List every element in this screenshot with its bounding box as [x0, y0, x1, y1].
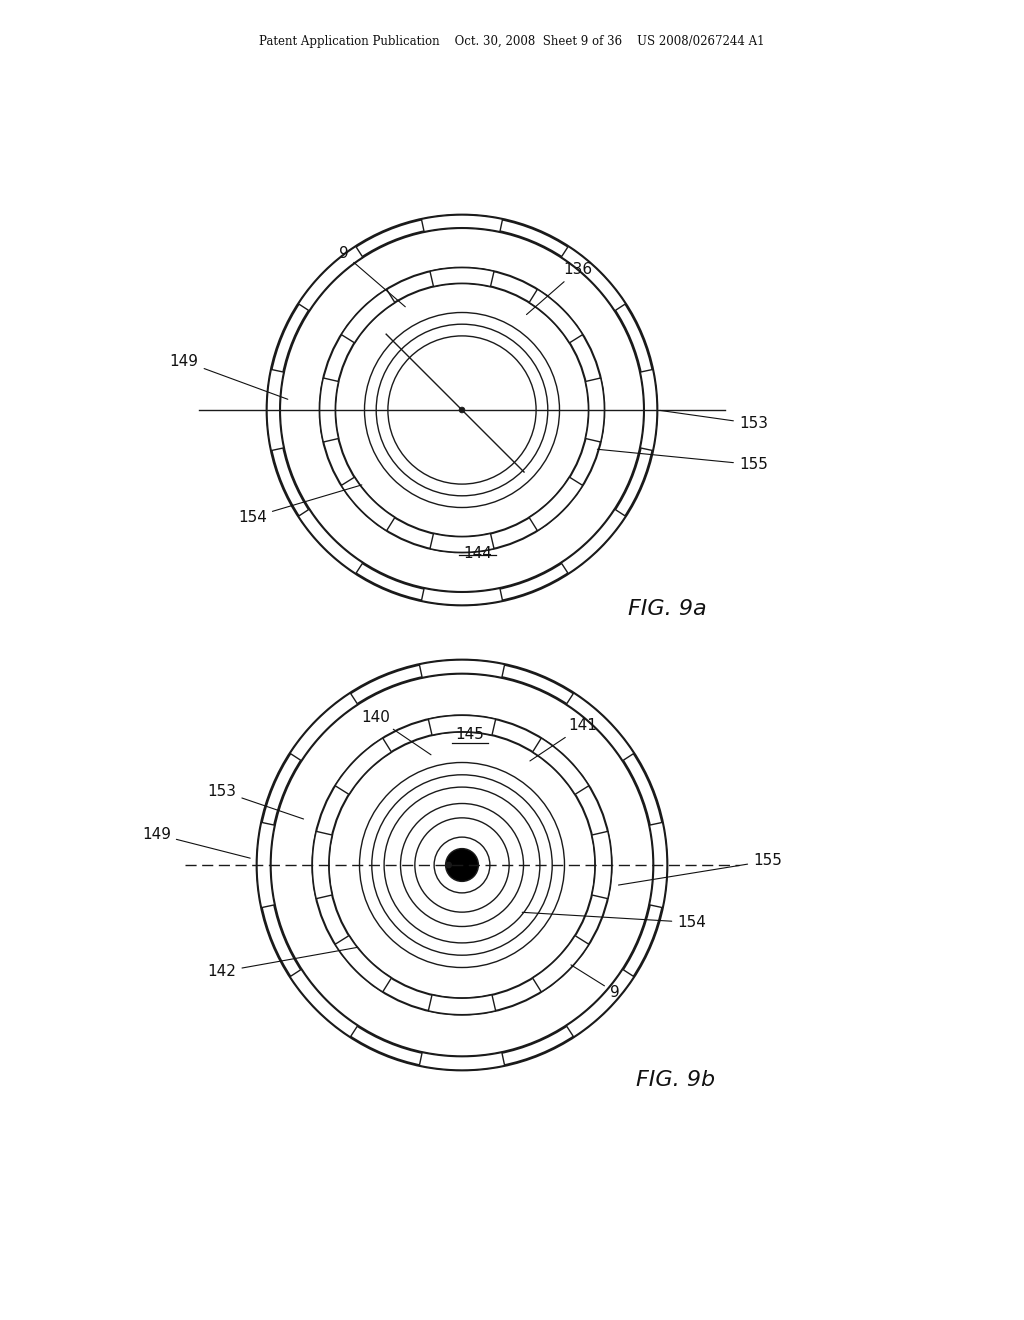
Text: 155: 155	[618, 854, 782, 884]
Polygon shape	[566, 969, 634, 1038]
Polygon shape	[312, 832, 332, 899]
Polygon shape	[298, 510, 362, 574]
Polygon shape	[586, 378, 604, 442]
Text: 136: 136	[526, 263, 593, 314]
Circle shape	[446, 862, 452, 867]
Polygon shape	[532, 936, 589, 991]
Polygon shape	[267, 370, 284, 450]
Polygon shape	[430, 533, 494, 552]
Polygon shape	[649, 822, 667, 908]
Polygon shape	[335, 738, 391, 795]
Text: 9: 9	[571, 965, 620, 999]
Polygon shape	[561, 510, 626, 574]
Text: 153: 153	[659, 411, 768, 432]
Polygon shape	[290, 693, 357, 760]
Polygon shape	[428, 995, 496, 1015]
Text: 149: 149	[142, 826, 250, 858]
Text: FIG. 9a: FIG. 9a	[628, 599, 707, 619]
Text: 141: 141	[529, 718, 597, 760]
Circle shape	[459, 407, 465, 413]
Text: 155: 155	[597, 449, 768, 473]
Polygon shape	[529, 477, 583, 531]
Polygon shape	[561, 247, 626, 310]
Polygon shape	[422, 589, 503, 605]
Circle shape	[445, 849, 478, 882]
Polygon shape	[341, 477, 395, 531]
Polygon shape	[640, 370, 657, 450]
Polygon shape	[592, 832, 611, 899]
Text: 153: 153	[208, 784, 303, 818]
Polygon shape	[430, 268, 494, 286]
Text: 145: 145	[456, 727, 484, 742]
Text: 9: 9	[339, 247, 406, 306]
Text: 154: 154	[239, 484, 361, 525]
Text: FIG. 9b: FIG. 9b	[636, 1071, 716, 1090]
Text: 149: 149	[170, 354, 288, 399]
Polygon shape	[422, 215, 503, 231]
Polygon shape	[532, 738, 589, 795]
Polygon shape	[529, 289, 583, 343]
Polygon shape	[290, 969, 357, 1038]
Text: 144: 144	[463, 546, 493, 561]
Text: Patent Application Publication    Oct. 30, 2008  Sheet 9 of 36    US 2008/026724: Patent Application Publication Oct. 30, …	[259, 36, 765, 48]
Text: 140: 140	[361, 710, 431, 755]
Text: 154: 154	[522, 912, 707, 929]
Polygon shape	[335, 936, 391, 991]
Polygon shape	[298, 247, 362, 310]
Polygon shape	[420, 660, 505, 677]
Polygon shape	[420, 1052, 505, 1071]
Polygon shape	[566, 693, 634, 760]
Polygon shape	[428, 715, 496, 735]
Polygon shape	[319, 378, 339, 442]
Polygon shape	[341, 289, 395, 343]
Polygon shape	[257, 822, 274, 908]
Text: 142: 142	[208, 948, 356, 979]
